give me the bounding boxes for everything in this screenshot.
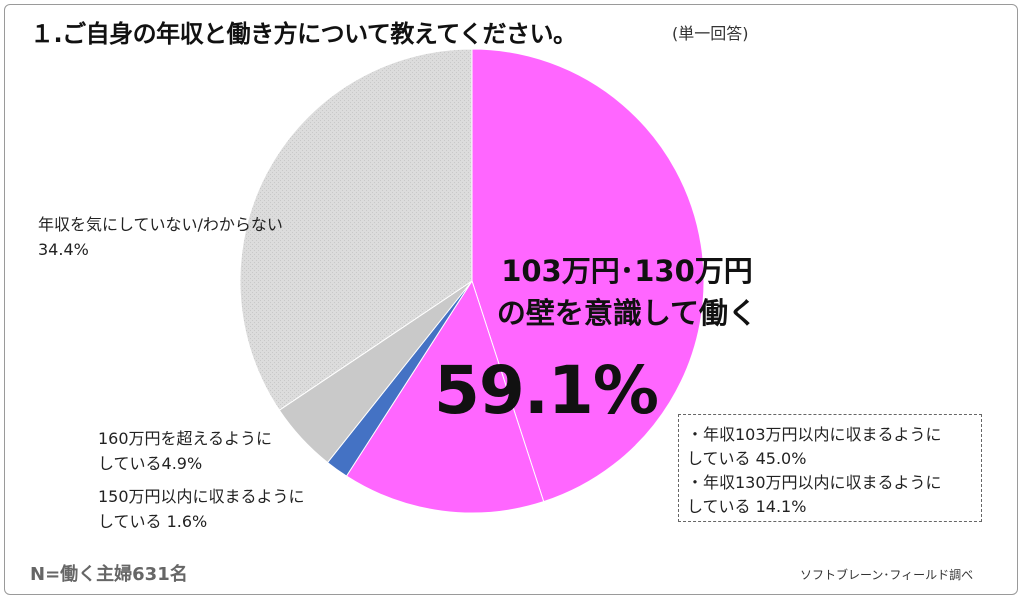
pie-slice-103-limit <box>471 48 705 503</box>
answer-type-note: (単一回答) <box>672 24 749 43</box>
breakdown-box: ・年収103万円以内に収まるように している 45.0% ・年収130万円以内に… <box>678 414 982 522</box>
source-note: ソフトブレーン･フィールド調べ <box>800 568 974 582</box>
pie-slice-not-conscious <box>239 48 473 411</box>
label-130-limit: ・年収130万円以内に収まるように している 14.1% <box>687 473 942 516</box>
group-value: 59.1% <box>434 352 659 429</box>
chart-title: １.ご自身の年収と働き方について教えてください。 <box>30 20 577 48</box>
label-not-conscious: 年収を気にしていない/わからない 34.4% <box>38 215 283 259</box>
label-over-160: 160万円を超えるように している4.9% <box>98 429 273 473</box>
group-label: 103万円･130万円 の壁を意識して働く <box>496 254 758 330</box>
label-150-limit: 150万円以内に収まるように している 1.6% <box>98 487 305 531</box>
pie-slice-130-limit <box>345 279 545 514</box>
label-103-limit: ・年収103万円以内に収まるように している 45.0% <box>687 425 942 468</box>
sample-size: N=働く主婦631名 <box>30 564 188 585</box>
